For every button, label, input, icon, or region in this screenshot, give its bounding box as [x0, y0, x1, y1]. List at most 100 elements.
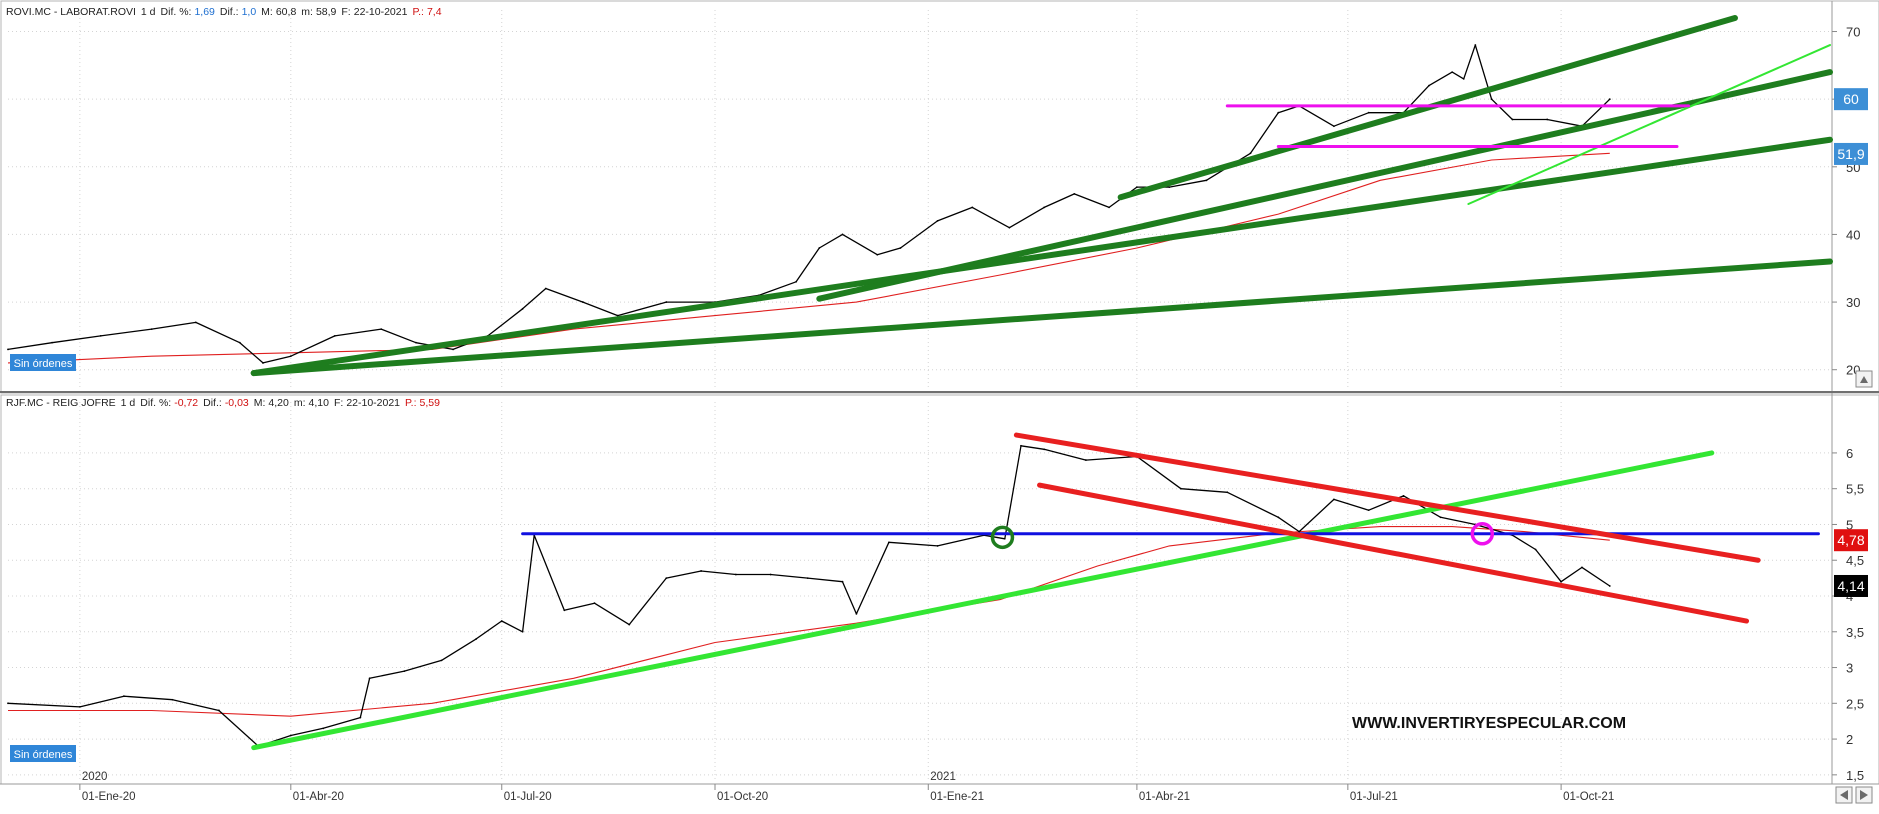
rovi-price-point-34: [1249, 152, 1252, 155]
rovi-orders-badge[interactable]: Sin órdenes: [10, 354, 76, 371]
rovi-price-point-22: [841, 233, 844, 236]
rjf-price-point-14: [521, 630, 524, 633]
rovi-price-point-23: [876, 253, 879, 256]
rjf-price-point-21: [734, 573, 737, 576]
rovi-price-point-41: [1451, 71, 1454, 74]
rovi-price-point-2: [99, 334, 102, 337]
rovi-trendline-1: [250, 136, 1833, 377]
scroll-left-icon[interactable]: [1835, 786, 1853, 804]
rjf-price-badge-0: 4,78: [1834, 529, 1868, 552]
y-tick-label-rjf-5: 3,5: [1846, 625, 1864, 640]
rovi-price-point-15: [581, 301, 584, 303]
rjf-price-point-45: [1560, 580, 1563, 583]
y-tick-label-rjf-3: 4,5: [1846, 553, 1864, 568]
rovi-price-point-5: [238, 341, 241, 344]
rjf-price-point-4: [218, 709, 220, 712]
rovi-price-point-24: [899, 247, 902, 249]
x-tick-label-5: 01-Abr-21: [1139, 791, 1190, 803]
rovi-trendline-0: [250, 258, 1833, 377]
rovi-price-point-0: [7, 348, 9, 351]
rjf-price-point-6: [289, 734, 292, 737]
rjf-price-point-7: [322, 727, 325, 730]
rjf-orders-badge[interactable]: Sin órdenes: [10, 745, 76, 762]
x-tick-label-0: 01-Ene-20: [82, 791, 136, 803]
rjf-price-point-30: [1020, 444, 1022, 447]
rovi-price-point-25: [936, 220, 939, 222]
rovi-price-point-13: [521, 307, 524, 310]
rjf-price-point-38: [1333, 498, 1335, 501]
rjf-price-point-11: [440, 659, 443, 662]
rovi-price-point-30: [1108, 206, 1110, 209]
rovi-moving-average-line: [7, 152, 1610, 364]
rovi-price-point-29: [1073, 192, 1076, 195]
rovi-price-badge-label-0: 60: [1843, 91, 1859, 107]
rjf-circle-5: [1470, 522, 1495, 546]
rovi-price-point-1: [51, 341, 53, 344]
rjf-price-point-34: [1180, 487, 1182, 490]
rovi-price-point-43: [1474, 44, 1477, 46]
x-tick-label-4: 01-Ene-21: [930, 791, 984, 803]
rjf-price-point-32: [1085, 459, 1087, 461]
rovi-price-badge-label-1: 51,9: [1837, 146, 1864, 162]
rovi-price-badge-0: 60: [1834, 88, 1868, 111]
rovi-price-point-4: [194, 321, 197, 324]
rjf-trendline-2: [1013, 432, 1761, 563]
y-tick-label-rjf-8: 2: [1846, 732, 1853, 747]
rovi-price-point-48: [1608, 98, 1611, 101]
rjf-price-point-24: [841, 580, 844, 583]
rovi-price-point-33: [1205, 179, 1208, 182]
rjf-price-point-3: [171, 698, 174, 701]
rjf-price-point-19: [665, 577, 668, 580]
rjf-price-point-29: [1003, 537, 1006, 540]
rjf-price-point-16: [563, 609, 566, 612]
x-tick-label-7: 01-Oct-21: [1563, 791, 1614, 803]
rjf-price-point-18: [628, 623, 631, 626]
y-tick-label-rovi-4: 30: [1846, 295, 1860, 310]
rjf-price-point-44: [1534, 548, 1537, 551]
rjf-price-badge-1: 4,14: [1834, 574, 1868, 597]
rovi-price-point-38: [1367, 111, 1370, 114]
rjf-orders-label: Sin órdenes: [14, 749, 73, 761]
rjf-price-point-20: [700, 570, 703, 572]
rjf-price-point-31: [1043, 448, 1046, 451]
rovi-price-point-14: [544, 287, 547, 290]
x-tick-label-2: 01-Jul-20: [504, 791, 552, 803]
rovi-price-point-37: [1333, 125, 1335, 128]
rjf-price-point-17: [593, 602, 596, 605]
rjf-price-point-1: [78, 705, 81, 708]
rovi-price-point-21: [818, 247, 821, 249]
rovi-price-point-45: [1511, 118, 1514, 121]
y-tick-label-rjf-6: 3: [1846, 661, 1853, 676]
rovi-price-point-44: [1490, 98, 1493, 101]
rovi-price-badge-bg-1: [1834, 142, 1868, 165]
rjf-price-badge-label-0: 4,78: [1837, 532, 1864, 548]
rovi-price-point-17: [665, 301, 668, 303]
x-axis: 01-Ene-20 01-Abr-20 01-Jul-20 01-Oct-20 01-E…: [79, 771, 1614, 803]
rovi-price-point-31: [1135, 186, 1138, 188]
rjf-price-point-2: [123, 695, 125, 698]
rovi-price-point-35: [1277, 111, 1280, 114]
y-tick-label-rjf-1: 5,5: [1846, 482, 1864, 497]
rjf-price-line: [7, 445, 1611, 747]
x-tick-label-1: 01-Abr-20: [293, 791, 344, 803]
rjf-price-point-9: [368, 677, 371, 680]
year-label-1: 2021: [930, 771, 956, 783]
rjf-header: RJF.MC - REIG JOFRE 1 d Dif. %: -0,72 Dif.: -…: [6, 397, 440, 409]
rovi-header: ROVI.MC - LABORAT.ROVI 1 d Dif. %: 1,69 Dif.…: [6, 6, 442, 18]
year-label-0: 2020: [82, 771, 108, 783]
rovi-price-point-20: [795, 280, 798, 283]
rjf-price-point-10: [403, 670, 406, 673]
rovi-price-point-28: [1043, 206, 1046, 209]
rovi-price-badge-bg-0: [1834, 88, 1868, 111]
scroll-right-icon[interactable]: [1855, 786, 1873, 804]
y-tick-label-rjf-0: 6: [1846, 446, 1853, 461]
rjf-price-point-13: [500, 620, 503, 622]
rjf-price-point-22: [769, 573, 772, 576]
y-tick-label-rjf-9: 1,5: [1846, 768, 1864, 783]
rovi-price-point-26: [971, 206, 974, 209]
rovi-trendline-2: [816, 69, 1833, 302]
rjf-price-point-37: [1298, 530, 1301, 533]
rjf-price-point-23: [806, 577, 809, 580]
scroll-up-icon[interactable]: [1855, 370, 1873, 388]
